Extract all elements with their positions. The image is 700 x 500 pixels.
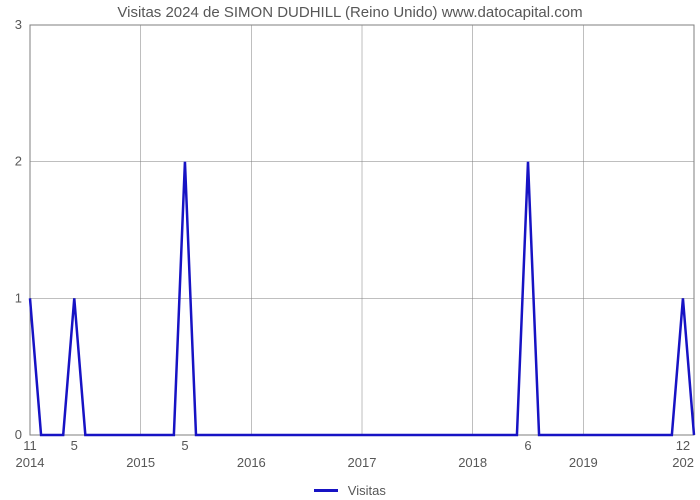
legend-swatch — [314, 489, 338, 492]
data-point-label: 5 — [71, 438, 78, 453]
y-tick-label: 3 — [15, 17, 22, 32]
y-tick-label: 0 — [15, 427, 22, 442]
x-tick-label: 202 — [672, 455, 694, 470]
data-point-label: 5 — [181, 438, 188, 453]
data-point-label: 6 — [524, 438, 531, 453]
x-tick-label: 2015 — [126, 455, 155, 470]
y-tick-label: 2 — [15, 154, 22, 169]
chart-svg: 01232014201520162017201820192021155612 — [0, 0, 700, 500]
legend-label: Visitas — [348, 483, 386, 498]
x-tick-label: 2017 — [348, 455, 377, 470]
data-point-label: 12 — [676, 438, 690, 453]
x-tick-label: 2014 — [16, 455, 45, 470]
chart-container: Visitas 2024 de SIMON DUDHILL (Reino Uni… — [0, 0, 700, 500]
data-point-label: 11 — [23, 438, 37, 453]
x-tick-label: 2016 — [237, 455, 266, 470]
x-tick-label: 2019 — [569, 455, 598, 470]
y-tick-label: 1 — [15, 290, 22, 305]
x-tick-label: 2018 — [458, 455, 487, 470]
legend: Visitas — [0, 482, 700, 498]
